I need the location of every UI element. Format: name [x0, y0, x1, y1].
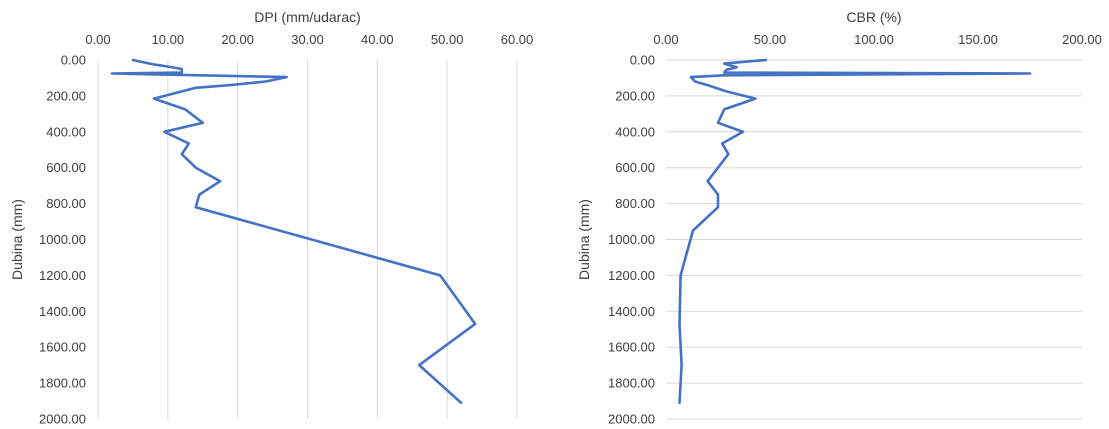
- y-tick-label: 800.00: [615, 196, 655, 211]
- data-point: [694, 81, 696, 83]
- data-point: [230, 84, 232, 86]
- x-tick-label: 30.00: [291, 32, 324, 47]
- chart-title: CBR (%): [846, 9, 901, 25]
- data-point: [153, 98, 155, 100]
- y-tick-label: 400.00: [46, 124, 86, 139]
- x-tick-label: 50.00: [754, 32, 787, 47]
- data-point: [692, 230, 694, 232]
- x-tick-label: 40.00: [361, 32, 394, 47]
- data-point: [723, 72, 725, 74]
- data-point: [679, 402, 681, 404]
- x-tick-label: 10.00: [152, 32, 185, 47]
- data-point: [707, 180, 709, 182]
- data-point: [690, 76, 692, 78]
- data-point: [727, 153, 729, 155]
- x-tick-label: 60.00: [501, 32, 534, 47]
- y-tick-label: 600.00: [615, 160, 655, 175]
- data-point: [723, 108, 725, 110]
- data-point: [439, 274, 441, 276]
- chart-title: DPI (mm/udarac): [254, 9, 361, 25]
- data-point: [707, 84, 709, 86]
- data-point: [754, 98, 756, 100]
- data-point: [725, 90, 727, 92]
- x-tick-label: 0.00: [85, 32, 110, 47]
- data-point: [181, 68, 183, 70]
- data-point: [111, 72, 113, 74]
- data-point: [181, 72, 183, 74]
- data-point: [286, 76, 288, 78]
- data-point: [1029, 72, 1031, 74]
- x-tick-label: 200.00: [1062, 32, 1102, 47]
- data-point: [195, 167, 197, 169]
- data-point: [265, 81, 267, 83]
- data-point: [219, 180, 221, 182]
- data-point: [765, 59, 767, 61]
- y-tick-label: 1800.00: [39, 376, 86, 391]
- series-line: [110, 58, 477, 405]
- y-tick-label: 400.00: [615, 124, 655, 139]
- y-tick-label: 1200.00: [608, 268, 655, 283]
- data-point: [742, 131, 744, 133]
- data-point: [198, 194, 200, 196]
- series-line: [678, 58, 1032, 405]
- y-axis-title: Dubina (mm): [9, 199, 25, 280]
- y-tick-label: 1800.00: [608, 376, 655, 391]
- data-point: [195, 87, 197, 89]
- data-point: [721, 142, 723, 144]
- chart-2: CBR (%) 0.00 50.00 100.00 150.00 200.00 0.00 20…: [576, 9, 1102, 427]
- data-point: [418, 364, 420, 366]
- y-tick-label: 1000.00: [608, 232, 655, 247]
- y-tick-label: 1200.00: [39, 268, 86, 283]
- x-tick-label: 20.00: [221, 32, 254, 47]
- data-point: [723, 63, 725, 65]
- data-point: [188, 142, 190, 144]
- data-point: [725, 69, 727, 71]
- y-tick-label: 0.00: [630, 53, 655, 68]
- data-point: [736, 66, 738, 68]
- data-point: [723, 74, 725, 76]
- x-tick-label: 150.00: [958, 32, 998, 47]
- y-tick-label: 2000.00: [608, 412, 655, 427]
- data-point: [717, 167, 719, 169]
- x-tick-label: 50.00: [431, 32, 464, 47]
- data-point: [153, 63, 155, 65]
- data-point: [717, 206, 719, 208]
- data-point: [460, 402, 462, 404]
- y-tick-label: 0.00: [61, 53, 86, 68]
- y-tick-label: 2000.00: [39, 412, 86, 427]
- y-tick-label: 600.00: [46, 160, 86, 175]
- x-tick-label: 0.00: [653, 32, 678, 47]
- data-point: [717, 194, 719, 196]
- y-tick-label: 1400.00: [39, 304, 86, 319]
- data-point: [195, 206, 197, 208]
- y-tick-label: 800.00: [46, 196, 86, 211]
- y-tick-label: 1600.00: [608, 340, 655, 355]
- data-point: [181, 153, 183, 155]
- data-point: [202, 122, 204, 124]
- data-point: [679, 323, 681, 325]
- y-tick-label: 1400.00: [608, 304, 655, 319]
- y-tick-label: 200.00: [46, 88, 86, 103]
- data-point: [681, 364, 683, 366]
- x-tick-label: 100.00: [854, 32, 894, 47]
- data-point: [717, 122, 719, 124]
- y-tick-label: 200.00: [615, 88, 655, 103]
- data-point: [184, 108, 186, 110]
- data-point: [160, 64, 162, 66]
- chart-1: DPI (mm/udarac) 0.00 10.00 20.00 30.00 40.00 5…: [9, 9, 533, 427]
- data-point: [474, 323, 476, 325]
- y-tick-label: 1000.00: [39, 232, 86, 247]
- data-point: [680, 274, 682, 276]
- data-point: [132, 59, 134, 61]
- y-axis-title: Dubina (mm): [576, 199, 592, 280]
- data-point: [163, 131, 165, 133]
- y-tick-label: 1600.00: [39, 340, 86, 355]
